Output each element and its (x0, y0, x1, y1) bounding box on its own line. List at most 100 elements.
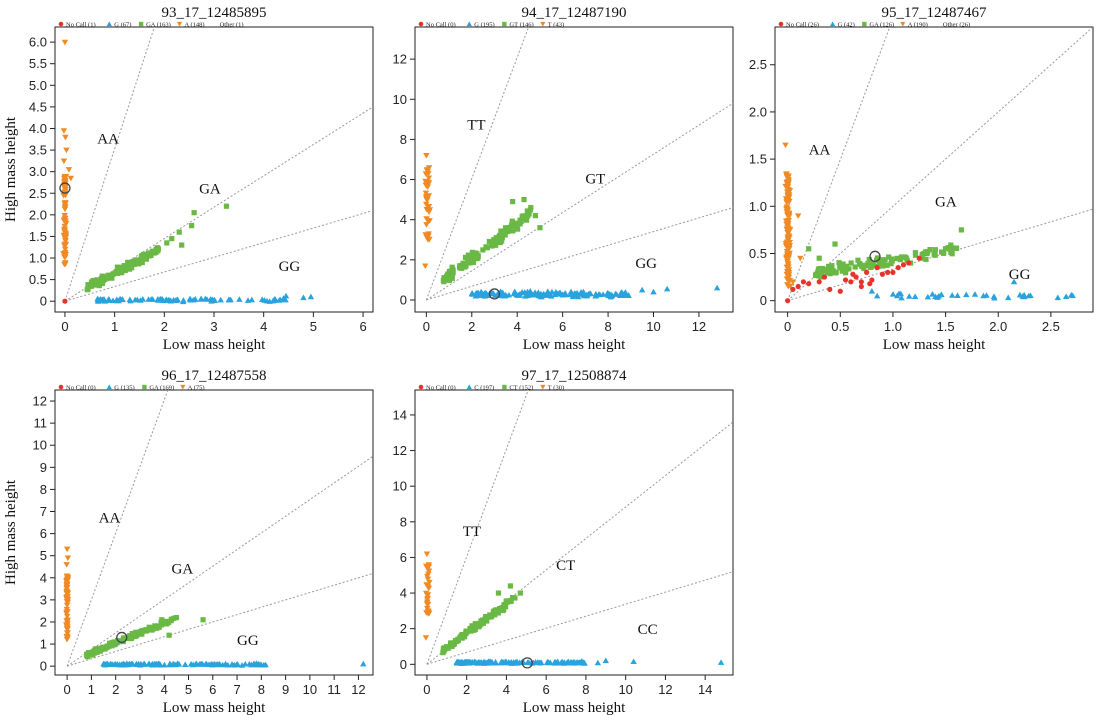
data-point (85, 286, 91, 292)
y-tick-label: 1.5 (29, 229, 47, 244)
cluster-boundary-line (64, 210, 373, 302)
data-point (62, 238, 69, 244)
data-point (816, 279, 822, 285)
y-tick-label: 8 (40, 482, 47, 497)
data-point (176, 229, 182, 235)
data-point (136, 261, 142, 267)
data-point (602, 657, 609, 664)
data-point (991, 294, 998, 301)
data-point (509, 228, 515, 234)
y-tick-label: 12 (393, 443, 407, 458)
legend-item: GT (146) (502, 21, 534, 28)
y-tick-label: 0.5 (29, 272, 47, 287)
data-point (233, 661, 240, 668)
data-point (423, 195, 430, 202)
data-point (189, 223, 195, 229)
x-tick-label: 3 (210, 319, 217, 334)
data-point (64, 624, 71, 631)
data-point (612, 290, 619, 297)
data-point (174, 660, 181, 667)
data-point (571, 660, 578, 666)
data-point (282, 292, 290, 299)
legend-label: GA (163) (146, 21, 171, 28)
data-point (119, 296, 126, 302)
x-tick-label: 12 (692, 319, 706, 334)
data-point (150, 626, 156, 632)
legend-label: T (43) (548, 21, 564, 28)
data-point (61, 243, 68, 249)
data-point (497, 232, 503, 239)
data-point (784, 228, 792, 235)
data-point (953, 245, 960, 251)
y-tick-label: 5.5 (29, 56, 47, 71)
y-axis-label: High mass height (3, 116, 19, 222)
y-tick-label: 4 (40, 570, 47, 585)
cluster-annotation: CC (638, 622, 658, 638)
legend-label: GT (146) (509, 21, 533, 28)
data-point (885, 269, 891, 275)
legend-label: A (148) (185, 21, 205, 28)
data-point (62, 251, 69, 258)
data-point (307, 293, 315, 300)
data-point (263, 297, 271, 304)
cluster-annotation: GA (935, 194, 957, 210)
data-point (963, 291, 970, 298)
x-tick-label: 1 (88, 682, 95, 697)
scatter-plot-2: 94_17_12487190 No Call (0) G (195) GT (146)… (393, 5, 734, 353)
plot-area (782, 27, 1093, 304)
data-point (479, 292, 486, 298)
data-point (510, 659, 517, 665)
data-point (63, 582, 71, 588)
data-point (63, 147, 70, 154)
data-point (784, 223, 792, 229)
y-tick-label: 4.0 (29, 121, 47, 136)
data-point (222, 660, 229, 667)
data-point (491, 237, 497, 243)
data-point (487, 612, 493, 618)
data-point (474, 660, 481, 666)
data-point (138, 254, 145, 260)
legend-marker (502, 21, 507, 27)
data-point (873, 257, 880, 263)
data-point (164, 240, 170, 246)
x-tick-label: 10 (303, 682, 317, 697)
data-point (169, 235, 175, 242)
data-point (422, 590, 430, 597)
x-tick-label: 0 (784, 319, 791, 334)
data-point (608, 292, 616, 298)
data-point (832, 241, 838, 247)
data-point (63, 546, 71, 553)
legend-marker (106, 384, 112, 390)
y-tick-label: 2.5 (29, 186, 47, 201)
data-point (223, 203, 230, 209)
data-point (244, 297, 252, 303)
y-tick-label: 14 (393, 407, 407, 422)
data-point (423, 551, 431, 558)
data-point (618, 291, 626, 298)
data-point (179, 298, 187, 305)
data-point (62, 189, 69, 195)
data-point (423, 601, 431, 607)
data-point (67, 175, 75, 182)
data-point (520, 213, 526, 219)
y-tick-label: 12 (33, 394, 47, 409)
data-point (794, 213, 802, 219)
data-point (518, 218, 524, 224)
data-point (440, 650, 446, 656)
legend-label: No Call (0) (426, 21, 456, 28)
legend-label: GA (169) (149, 384, 174, 391)
cluster-annotation: AA (99, 511, 121, 527)
data-point (874, 265, 880, 271)
scatter-plot-3: 95_17_12487467 No Call (26) G (42) GA (126)… (749, 5, 1094, 353)
data-point (423, 201, 430, 208)
legend-marker (540, 21, 546, 27)
data-point (500, 607, 506, 614)
data-point (924, 293, 932, 300)
x-axis-label: Low mass height (883, 337, 986, 353)
data-point (888, 261, 894, 267)
y-tick-label: 2 (40, 614, 47, 629)
data-point (882, 257, 888, 263)
data-point (837, 288, 843, 294)
data-point (173, 614, 179, 621)
cluster-aa (63, 546, 72, 643)
